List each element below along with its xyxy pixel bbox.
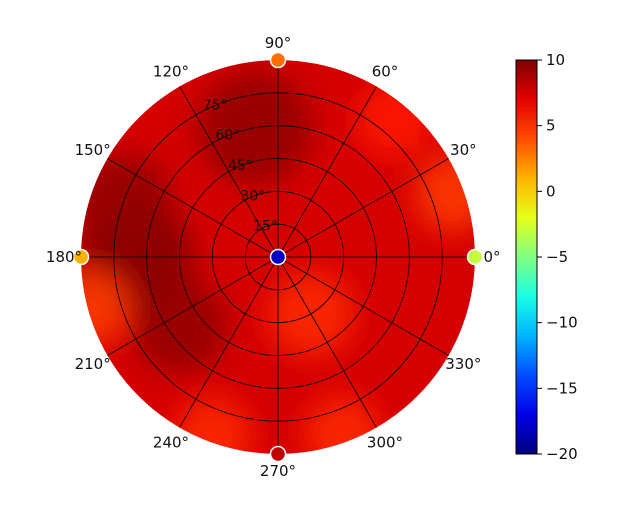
- angular-gridline-2: [277, 86, 377, 258]
- colorbar-tick-label: −20: [546, 445, 578, 463]
- colorbar-tick-label: 0: [546, 182, 556, 200]
- angular-gridline-8: [179, 256, 279, 428]
- field-feature-3: [131, 277, 228, 375]
- angular-tick-label: 120°: [153, 63, 189, 81]
- angular-tick-label: 270°: [260, 462, 296, 480]
- angular-tick-label: 30°: [450, 141, 477, 159]
- angular-tick-label: 150°: [75, 141, 111, 159]
- colorbar-gradient: [515, 59, 538, 455]
- colorbar-tick-label: −15: [546, 379, 578, 397]
- angular-tick-label: 240°: [153, 433, 189, 451]
- radial-tick-label: 60°: [215, 128, 240, 144]
- marker-2: [269, 51, 287, 69]
- angular-gridline-1: [277, 158, 449, 258]
- angular-tick-label: 210°: [75, 355, 111, 373]
- polar-grid: [81, 60, 475, 454]
- colorbar-tick-label: −10: [546, 314, 578, 332]
- marker-0: [269, 248, 287, 266]
- field-feature-5: [414, 154, 475, 232]
- angular-tick-label: 300°: [367, 433, 403, 451]
- axis-labels: 0° 30° 60° 90° 120° 150° 180° 210° 240° 270° 300° 3…: [46, 34, 501, 480]
- colorbar: 10 5 0 −5 −10 −15 −20: [515, 51, 578, 463]
- colorbar-tick-label: 5: [546, 117, 556, 135]
- marker-1: [466, 248, 484, 266]
- field-feature-9: [354, 80, 432, 159]
- field-feature-6: [81, 268, 131, 346]
- angular-tick-label: 90°: [265, 34, 292, 52]
- angular-gridline-11: [277, 256, 449, 356]
- angular-tick-label: 180°: [46, 248, 82, 266]
- marker-3: [72, 248, 90, 266]
- radial-tick-label: 75°: [203, 97, 228, 113]
- radial-tick-label: 30°: [240, 188, 265, 204]
- field-feature-7: [174, 397, 252, 454]
- angular-gridline-5: [107, 158, 279, 258]
- angular-tick-label: 60°: [372, 63, 399, 81]
- colorbar-tick-label: −5: [546, 248, 568, 266]
- radial-tick-label: 45°: [228, 158, 253, 174]
- angular-gridline-4: [179, 86, 279, 258]
- value-markers: [72, 51, 484, 463]
- angular-gridline-10: [277, 256, 377, 428]
- angular-gridline-7: [107, 256, 279, 356]
- angular-tick-label: 0°: [483, 248, 500, 266]
- marker-4: [269, 445, 287, 463]
- radial-tick-label: 15°: [253, 219, 278, 235]
- colorbar-tick-label: 10: [546, 51, 565, 69]
- angular-tick-label: 330°: [445, 355, 481, 373]
